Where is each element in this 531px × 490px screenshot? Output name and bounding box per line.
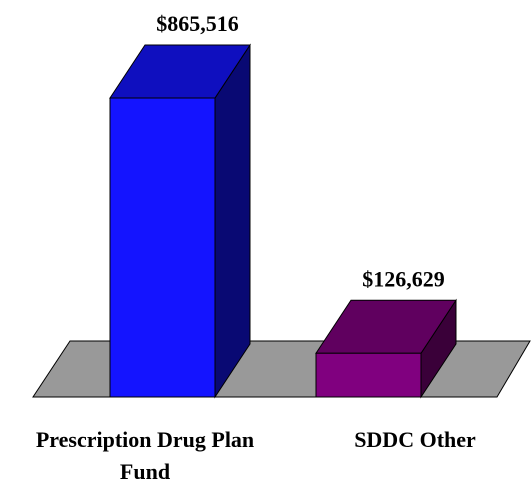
category-label: Prescription Drug Plan Fund bbox=[35, 427, 255, 484]
bar bbox=[315, 352, 422, 398]
bar-side bbox=[214, 43, 251, 399]
value-label: $126,629 bbox=[362, 266, 445, 291]
floor bbox=[32, 340, 531, 398]
value-label: $865,516 bbox=[156, 11, 239, 36]
category-label: SDDC Other bbox=[354, 427, 476, 452]
bar bbox=[109, 97, 216, 398]
